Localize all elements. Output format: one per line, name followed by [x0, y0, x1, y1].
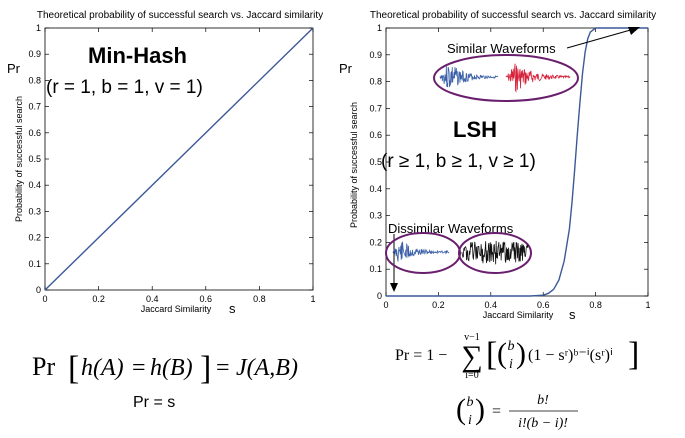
x-tick-labels: 0 0.2 0.4 0.6 0.8 1 [42, 28, 316, 304]
y-tick-label: 0.2 [369, 237, 382, 247]
formula-lsh: Pr = 1 − v−1 ∑ i=0 [ ( b i ) (1 − sʳ)ᵇ⁻ⁱ… [395, 332, 639, 431]
bracket-open: [ [486, 336, 497, 373]
y-tick-label: 0.5 [369, 157, 382, 167]
dissimilar-arrowhead [390, 283, 398, 292]
paren-close: ) [475, 393, 485, 426]
y-tick-label: 0.7 [28, 102, 41, 112]
x-tick-labels: 0 0.2 0.4 0.6 0.8 1 [383, 28, 651, 310]
series-line [44, 27, 314, 291]
formula-eq: = [132, 355, 146, 381]
bracket-close: ] [200, 350, 211, 387]
y-tick-labels: 0 0.1 0.2 0.3 0.4 0.5 0.6 0.7 0.8 0.9 1 [28, 23, 313, 295]
x-axis-label: Jaccard Similarity [141, 304, 212, 314]
y-tick-label: 0.4 [28, 180, 41, 190]
paren-open: ( [456, 393, 466, 426]
formula-body: (1 − sʳ)ᵇ⁻ⁱ(sʳ)ⁱ [528, 347, 613, 364]
lsh-heading: LSH [453, 117, 497, 142]
y-tick-label: 0.1 [28, 259, 41, 269]
formula-pr-equals: Pr = 1 − [395, 347, 447, 364]
y-tick-label: 0.1 [369, 264, 382, 274]
x-tick-label: 0.8 [253, 294, 266, 304]
y-tick-label: 0.4 [369, 184, 382, 194]
min-hash-params: (r = 1, b = 1, v = 1) [46, 77, 203, 98]
similar-waveforms-label: Similar Waveforms [447, 41, 556, 56]
sum-symbol: ∑ [461, 340, 482, 373]
lsh-params: (r ≥ 1, b ≥ 1, v ≥ 1) [381, 151, 536, 172]
formula-pr-equals-s: Pr = s [133, 394, 175, 411]
y-tick-label: 0.7 [369, 103, 382, 113]
y-tick-label: 0 [377, 291, 382, 301]
y-tick-label: 0.9 [28, 49, 41, 59]
y-tick-label: 0.6 [28, 128, 41, 138]
formula-min-hash: Pr [ h(A) = h(B) ] = J(A,B) Pr = s [32, 350, 298, 411]
y-tick-labels: 0 0.1 0.2 0.3 0.4 0.5 0.6 0.7 0.8 0.9 1 [369, 23, 648, 301]
paren-close: ) [516, 337, 526, 370]
y-axis-symbol: Pr [7, 61, 21, 76]
x-tick-label: 1 [645, 300, 650, 310]
x-tick-label: 0 [42, 294, 47, 304]
y-tick-label: 0.3 [28, 206, 41, 216]
similar-arrowhead [628, 27, 640, 35]
y-tick-label: 1 [36, 23, 41, 33]
y-tick-label: 0.8 [28, 75, 41, 85]
x-tick-label: 1 [310, 294, 315, 304]
y-axis-symbol: Pr [339, 61, 353, 76]
x-tick-label: 0.6 [537, 300, 550, 310]
chart-title: Theoretical probability of successful se… [37, 10, 323, 21]
min-hash-heading: Min-Hash [88, 43, 187, 68]
bracket-open: [ [68, 350, 79, 387]
chart-lsh: Theoretical probability of successful se… [339, 10, 656, 322]
y-tick-label: 0.5 [28, 154, 41, 164]
x-tick-label: 0 [383, 300, 388, 310]
x-axis-symbol: s [229, 301, 236, 316]
y-axis-label: Probability of successful search [14, 96, 24, 222]
waveform-similar-red [505, 63, 571, 93]
sum-upper: v−1 [464, 332, 480, 343]
binom-top: b [467, 395, 474, 410]
binom-bottom: i [509, 357, 513, 372]
y-tick-label: 0 [36, 285, 41, 295]
x-tick-label: 0.6 [200, 294, 213, 304]
y-tick-label: 0.3 [369, 211, 382, 221]
bracket-close: ] [628, 336, 639, 373]
waveform-dissimilar-blue [392, 241, 450, 262]
formula-eq: = [216, 355, 230, 381]
x-tick-label: 0.4 [146, 294, 159, 304]
y-tick-label: 0.9 [369, 50, 382, 60]
x-tick-label: 0.2 [432, 300, 445, 310]
chart-title: Theoretical probability of successful se… [370, 10, 656, 21]
waveform-dissimilar-black [461, 240, 529, 265]
waveform-similar-blue [439, 65, 499, 88]
similar-arrow [566, 28, 635, 49]
fraction-denominator: i!(b − i)! [518, 416, 568, 431]
y-tick-label: 0.2 [28, 233, 41, 243]
dissimilar-ellipse-right [458, 232, 532, 274]
y-tick-label: 0.8 [369, 77, 382, 87]
x-tick-label: 0.4 [485, 300, 498, 310]
formula-pr: Pr [32, 352, 55, 381]
formula-h-b: h(B) [150, 355, 193, 381]
chart-min-hash: Theoretical probability of successful se… [7, 10, 323, 316]
y-axis-label: Probability of successful search [349, 102, 359, 228]
binom-top: b [508, 339, 515, 354]
sum-lower: i=0 [465, 370, 478, 381]
x-tick-label: 0.2 [92, 294, 105, 304]
x-tick-label: 0.8 [589, 300, 602, 310]
formula-h-a: h(A) [81, 355, 124, 381]
paren-open: ( [497, 337, 507, 370]
x-axis-label: Jaccard Similarity [483, 310, 554, 320]
y-tick-label: 0.6 [369, 130, 382, 140]
binom-equals: = [492, 403, 501, 420]
fraction-numerator: b! [537, 393, 549, 408]
binom-bottom: i [468, 413, 472, 428]
x-axis-symbol: s [569, 307, 576, 322]
y-tick-label: 1 [377, 23, 382, 33]
formula-jaccard: J(A,B) [236, 355, 298, 381]
similar-ellipse [433, 54, 579, 102]
series-line [386, 27, 648, 297]
